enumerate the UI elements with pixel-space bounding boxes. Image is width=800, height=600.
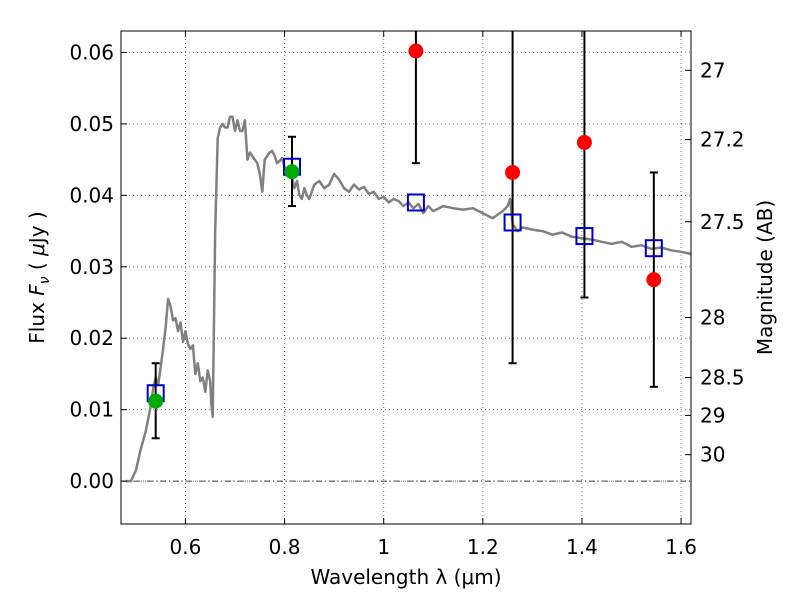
y-tick-label: 0.00 <box>69 469 114 493</box>
x-tick-label: 1.4 <box>566 535 598 559</box>
y-tick-label: 0.06 <box>69 40 114 64</box>
x-tick-label: 1.6 <box>665 535 697 559</box>
tick-labels: 0.6 0.8 1 1.2 1.4 1.6 0.00 0.01 0.02 0.03 0.04 0.05… <box>69 40 744 559</box>
model-flux-square <box>503 213 522 232</box>
x-tick-label: 0.8 <box>269 535 301 559</box>
y-axis-label-symbol: F <box>25 284 49 296</box>
magnitude-tick-label: 27.2 <box>700 128 745 152</box>
y-tick-label: 0.02 <box>69 326 114 350</box>
y-tick-label: 0.04 <box>69 183 114 207</box>
non-detection-point <box>576 134 592 150</box>
x-tick-label: 1 <box>377 535 390 559</box>
magnitude-tick-label: 28.5 <box>700 366 745 390</box>
detection-point <box>148 393 164 409</box>
x-tick-label: 1.2 <box>467 535 499 559</box>
magnitude-tick-label: 28 <box>700 306 725 330</box>
y-axis-label-prefix: Flux <box>25 296 49 344</box>
x-tick-label: 0.6 <box>170 535 202 559</box>
model-flux-square <box>644 239 663 258</box>
y-tick-label: 0.03 <box>69 255 114 279</box>
y-axis-label-mu: μ <box>25 243 49 257</box>
model-flux-square <box>575 227 594 246</box>
magnitude-tick-label: 29 <box>700 403 725 427</box>
detection-point <box>284 164 300 180</box>
non-detection-point <box>505 164 521 180</box>
y-tick-label: 0.01 <box>69 398 114 422</box>
plot-frame <box>120 30 692 525</box>
y-axis-label-unit-rest: Jy ) <box>25 211 49 245</box>
magnitude-tick-label: 27 <box>700 58 725 82</box>
magnitude-axis-label: Magnitude (AB) <box>753 200 777 355</box>
plot-area <box>126 31 692 483</box>
magnitude-tick-label: 30 <box>700 443 725 467</box>
x-axis-label: Wavelength λ (μm) <box>310 565 501 589</box>
y-tick-label: 0.05 <box>69 112 114 136</box>
magnitude-tick-label: 27.5 <box>700 210 745 234</box>
axis-ticks <box>121 31 691 524</box>
y-axis-label: Flux Fν ( μJy ) <box>25 211 53 343</box>
y-axis-label-unit-open: ( <box>25 256 49 277</box>
non-detection-point <box>646 272 662 288</box>
y-axis-label-subscript: ν <box>37 276 53 284</box>
non-detection-point <box>408 43 424 59</box>
model-flux-square <box>406 193 425 212</box>
grid <box>121 31 691 524</box>
